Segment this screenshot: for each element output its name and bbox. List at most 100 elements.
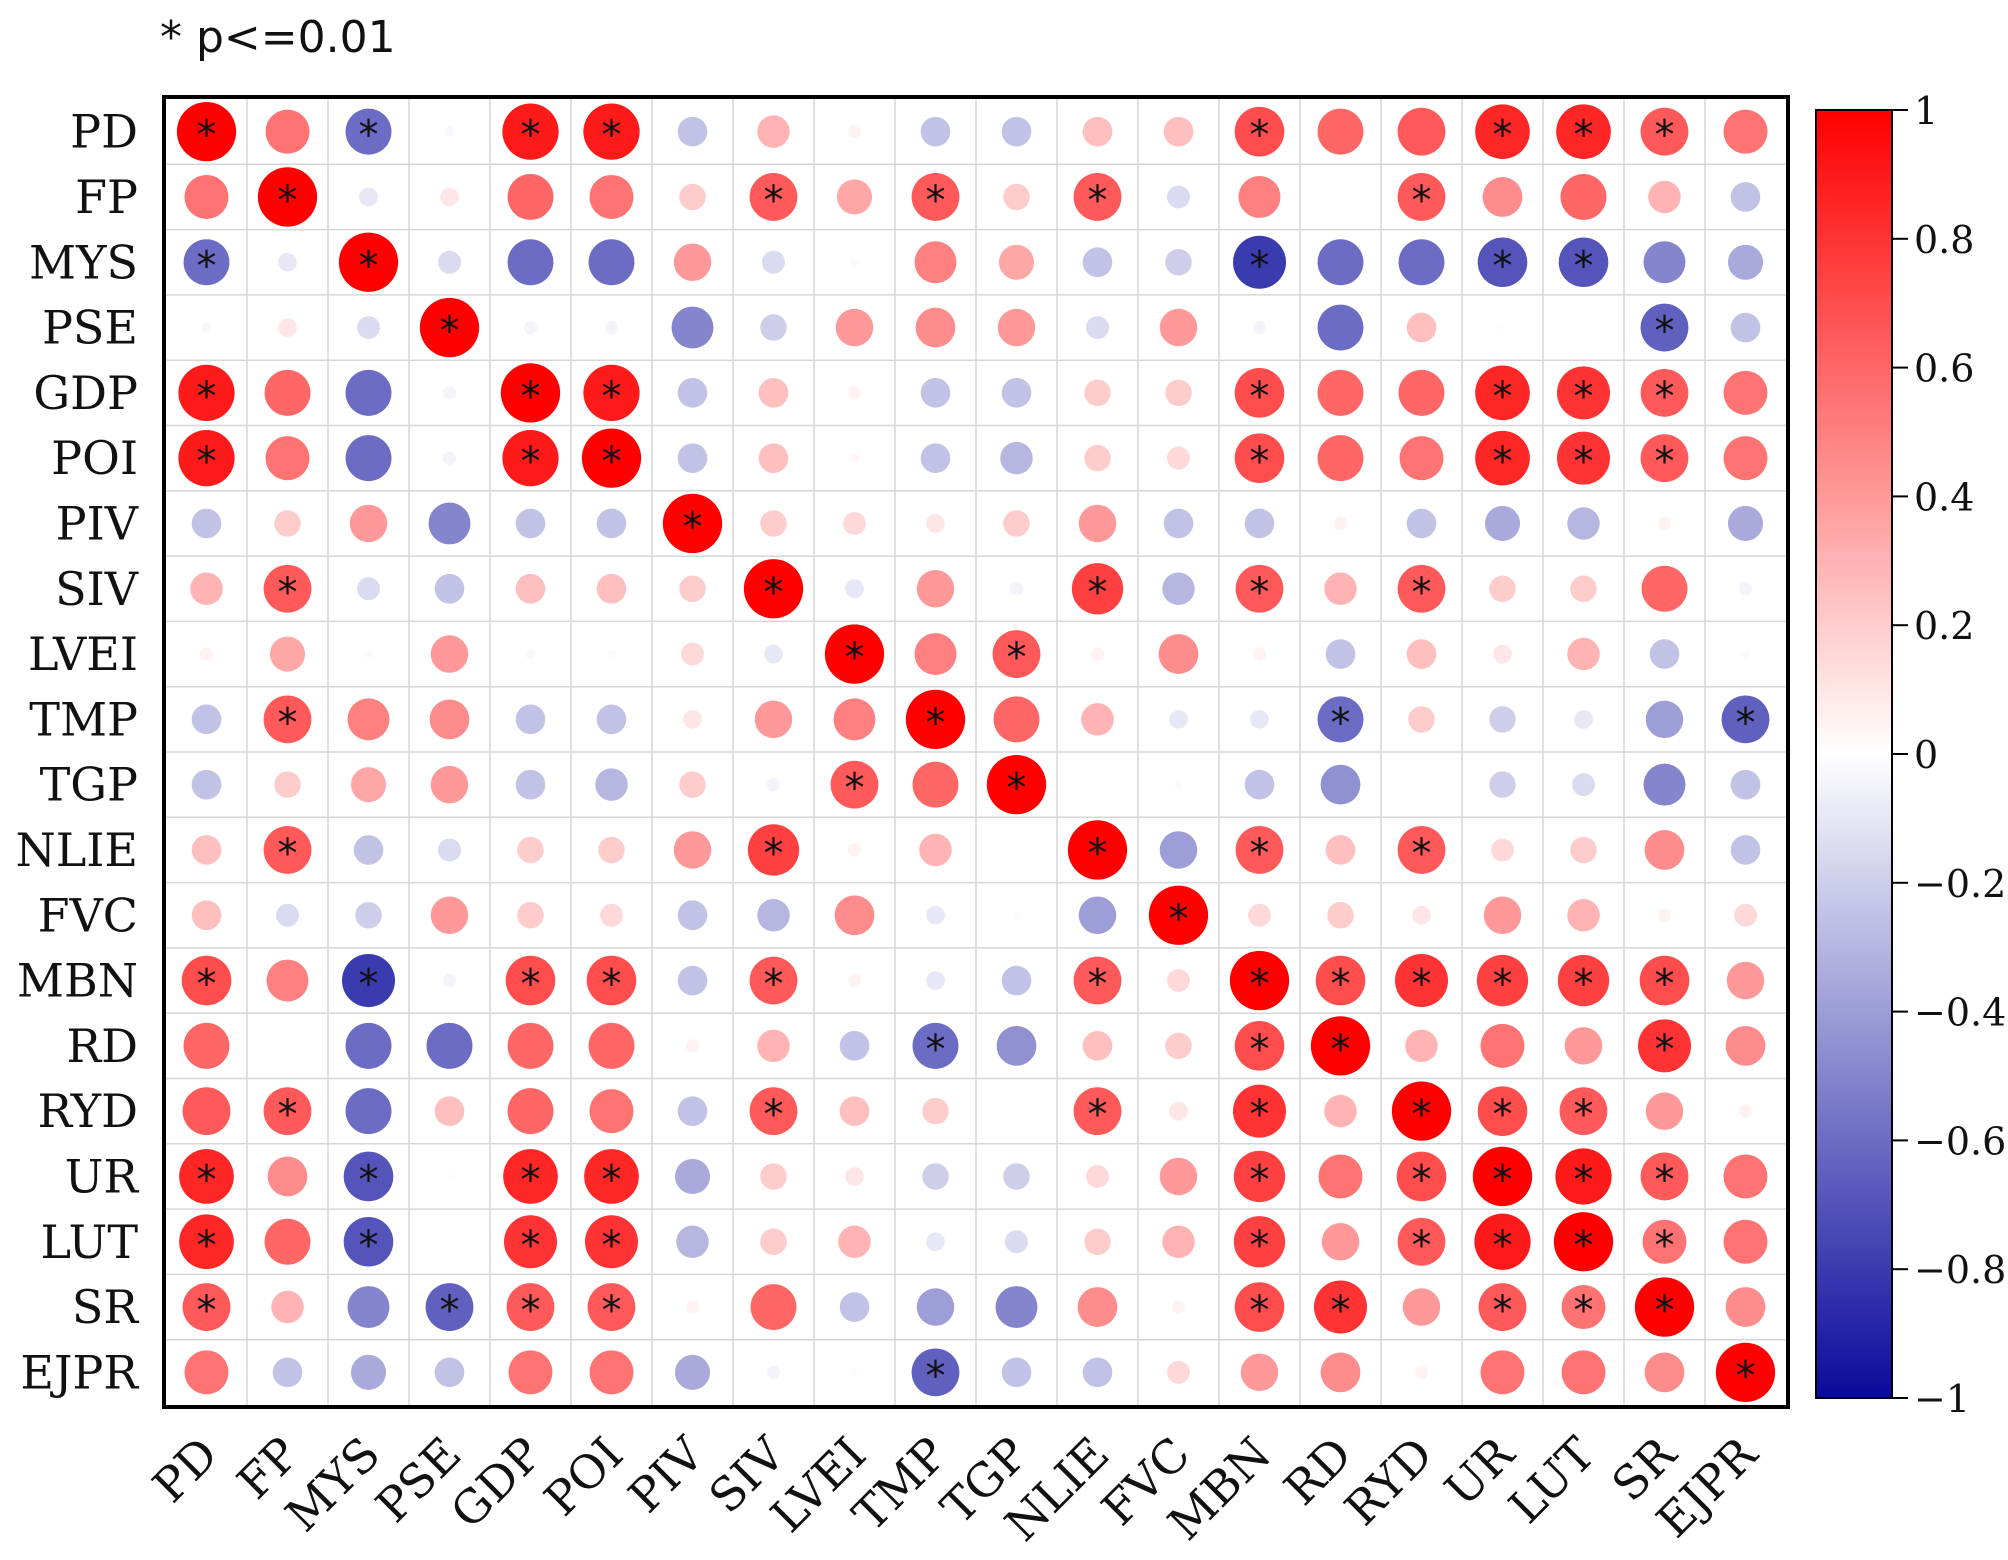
sig-marker-SR-GDP: * <box>521 1288 541 1334</box>
sig-marker-RYD-LUT: * <box>1574 1092 1594 1138</box>
sig-marker-POI-UR: * <box>1493 439 1513 485</box>
corr-circle-TGP-LUT <box>1572 773 1595 797</box>
corr-circle-SIV-MBN <box>1235 564 1284 613</box>
corr-circle-TMP-GDP <box>515 704 546 735</box>
corr-circle-PIV-MYS <box>349 504 388 543</box>
corr-circle-LUT-PSE <box>447 1239 452 1245</box>
corr-circle-LVEI-SR <box>1649 639 1680 669</box>
sig-marker-PD-MYS: * <box>359 113 379 159</box>
corr-circle-FVC-RYD <box>1412 905 1431 925</box>
corr-circle-FVC-MYS <box>355 901 382 929</box>
corr-circle-PSE-MBN <box>1252 320 1267 335</box>
sig-marker-TMP-FP: * <box>278 700 298 746</box>
sig-marker-MYS-UR: * <box>1493 243 1513 289</box>
corr-circle-PD-PSE <box>444 126 455 137</box>
sig-marker-RD-RD: * <box>1331 1027 1351 1073</box>
corr-circle-UR-PD <box>179 1149 234 1204</box>
corr-circle-GDP-MYS <box>345 369 392 416</box>
corr-circle-PD-TMP <box>920 116 951 147</box>
corr-circle-SIV-EJPR <box>1738 582 1753 596</box>
corr-circle-MBN-TGP <box>1001 965 1032 996</box>
corr-circle-FVC-PIV <box>677 900 708 931</box>
corr-circle-PSE-EJPR <box>1730 312 1761 343</box>
corr-circle-SIV-SR <box>1641 565 1688 612</box>
corr-circle-POI-NLIE <box>1084 444 1111 472</box>
corr-circle-MYS-PSE <box>438 250 461 274</box>
corr-circle-MYS-RD <box>1317 239 1364 286</box>
corr-circle-MYS-MBN <box>1232 235 1287 289</box>
row-label-FP: FP <box>75 170 138 224</box>
corr-circle-RYD-MBN <box>1232 1084 1287 1138</box>
corr-circle-EJPR-TGP <box>1001 1357 1032 1388</box>
sig-marker-SR-PD: * <box>197 1288 217 1334</box>
sig-marker-PD-UR: * <box>1493 113 1513 159</box>
corr-circle-GDP-PIV <box>677 378 708 408</box>
sig-marker-MYS-MBN: * <box>1250 243 1270 289</box>
sig-marker-SR-UR: * <box>1493 1288 1513 1334</box>
corr-circle-PIV-NLIE <box>1078 504 1117 543</box>
corr-circle-PSE-MYS <box>357 316 380 340</box>
corr-circle-EJPR-FP <box>272 1357 303 1388</box>
corr-circle-RD-FVC <box>1165 1032 1192 1060</box>
sig-marker-UR-SR: * <box>1655 1157 1675 1203</box>
corr-circle-MYS-PIV <box>673 243 712 282</box>
corr-circle-EJPR-PSE <box>434 1357 465 1388</box>
corr-circle-SR-LUT <box>1561 1285 1606 1330</box>
sig-marker-MBN-RD: * <box>1331 962 1351 1008</box>
corr-circle-RYD-UR <box>1477 1086 1528 1136</box>
sig-marker-FP-FP: * <box>278 178 298 224</box>
corr-circle-EJPR-LUT <box>1561 1350 1606 1395</box>
corr-circle-FP-RYD <box>1397 173 1446 221</box>
sig-marker-NLIE-FP: * <box>278 831 298 877</box>
corr-circle-MYS-EJPR <box>1727 244 1764 280</box>
corr-circle-FVC-TMP <box>926 905 945 925</box>
corr-circle-FP-UR <box>1482 177 1523 217</box>
colorbar-ticks: 1 0.8 0.6 0.4 0.2 0 −0.2 −0.4 −0.6 −0.8 −1 <box>1892 89 2006 1421</box>
sig-marker-POI-PD: * <box>197 439 217 485</box>
corr-circle-MBN-GDP <box>505 955 556 1006</box>
corr-circle-POI-GDP <box>502 430 559 487</box>
corr-circle-RD-LUT <box>1564 1027 1603 1065</box>
corr-circle-RD-NLIE <box>1082 1031 1113 1061</box>
sig-marker-FP-SIV: * <box>764 178 784 224</box>
corr-circle-FVC-PSE <box>430 896 469 935</box>
sig-marker-RD-TMP: * <box>926 1027 946 1073</box>
sig-marker-MBN-MBN: * <box>1250 962 1270 1008</box>
corr-circle-LUT-SR <box>1642 1219 1687 1264</box>
corr-circle-RYD-MYS <box>345 1088 392 1135</box>
corr-circle-TGP-TMP <box>912 761 959 808</box>
corr-circle-PD-RD <box>1317 108 1364 155</box>
corr-circle-NLIE-RD <box>1325 835 1356 865</box>
corr-circle-EJPR-RYD <box>1414 1365 1429 1379</box>
corr-circle-PIV-RYD <box>1406 508 1437 539</box>
corr-circle-POI-TMP <box>920 443 951 473</box>
corr-circle-EJPR-NLIE <box>1082 1357 1113 1388</box>
corr-circle-MYS-SIV <box>762 250 785 274</box>
corr-circle-RD-TMP <box>912 1022 959 1069</box>
corr-circle-MYS-FP <box>278 252 297 272</box>
corr-circle-SIV-GDP <box>515 573 546 604</box>
corr-circle-FP-TMP <box>911 173 960 221</box>
colorbar-tick-label: −1 <box>1914 1377 1970 1421</box>
sig-marker-UR-POI: * <box>602 1157 622 1203</box>
corr-circle-RYD-PIV <box>677 1096 708 1126</box>
corr-circle-MYS-RYD <box>1398 239 1445 286</box>
corr-circle-MBN-PD <box>181 955 232 1006</box>
sig-marker-UR-UR: * <box>1493 1157 1513 1203</box>
corr-circle-SR-MBN <box>1234 1282 1285 1332</box>
sig-marker-SIV-FP: * <box>278 570 298 616</box>
sig-marker-RD-SR: * <box>1655 1027 1675 1073</box>
corr-circle-PSE-POI <box>604 320 619 335</box>
column-labels: PDFPMYSPSEGDPPOIPIVSIVLVEITMPTGPNLIEFVCM… <box>142 1426 1768 1552</box>
corr-circle-FP-SR <box>1648 180 1681 214</box>
corr-circle-MYS-TGP <box>998 244 1035 280</box>
col-label-PD: PD <box>142 1427 228 1513</box>
sig-marker-NLIE-NLIE: * <box>1088 831 1108 877</box>
sig-marker-LUT-RYD: * <box>1412 1223 1432 1269</box>
corr-circle-LVEI-SIV <box>764 644 783 664</box>
sig-marker-GDP-GDP: * <box>521 374 541 420</box>
corr-circle-UR-PSE <box>446 1173 453 1180</box>
corr-circle-SR-PIV <box>685 1300 700 1314</box>
corr-circle-TMP-EJPR <box>1721 695 1770 744</box>
colorbar-tick-label: −0.2 <box>1914 862 2006 906</box>
